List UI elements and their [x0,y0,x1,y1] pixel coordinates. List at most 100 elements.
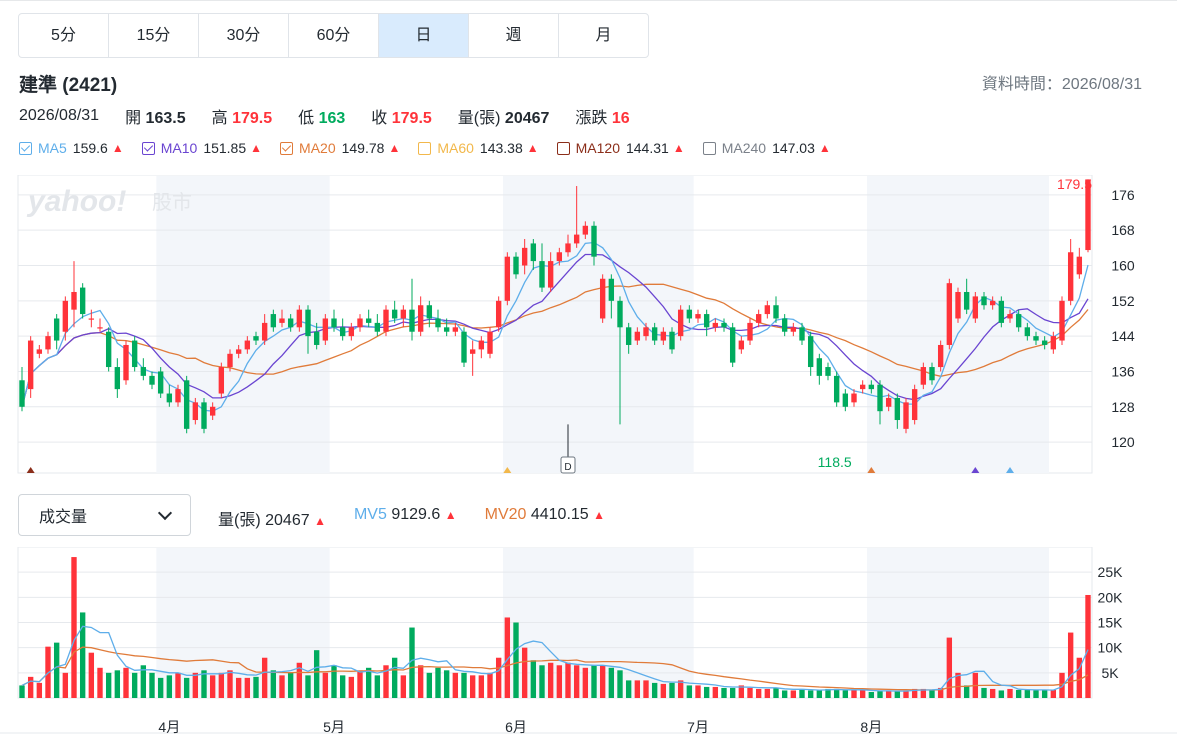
triangle-up-icon: ▲ [250,141,263,155]
volume-bar [244,677,251,698]
candle-body [365,318,372,323]
candle-body [833,375,840,403]
ma-value: 149.78 [341,140,385,156]
candle-body [669,331,675,350]
triangle-up-icon: ▲ [593,508,606,522]
ma-legend-item[interactable]: MA10 151.85 ▲ [141,140,263,156]
candle-body [357,318,363,328]
change-label: 漲跌 [575,110,608,127]
month-shade [867,176,1049,473]
tab-week[interactable]: 週 [469,14,559,57]
stock-title: 建準 (2421) [19,75,118,96]
checkbox-icon [19,141,32,155]
candle-body [1059,300,1065,341]
volume-bar [582,667,589,698]
candle-body [209,406,216,416]
ma-legend-item[interactable]: MA5 159.6 ▲ [19,140,124,156]
tab-30min[interactable]: 30分 [199,14,289,57]
volume-bar [963,685,970,698]
volume-bar [703,686,710,698]
volume-bar [937,687,944,698]
low-price-label: 118.5 [818,454,852,470]
volume-bar [1076,657,1083,698]
tab-day[interactable]: 日 [379,14,469,57]
volume-bar [348,676,355,698]
candle-body [36,349,43,354]
candle-body [617,300,623,328]
ma-legend-item[interactable]: MA60 143.38 ▲ [418,140,539,156]
triangle-up-icon: ▲ [818,141,831,155]
candle-body [955,291,961,319]
volume-bar [235,677,242,698]
ma-legend-item[interactable]: MA20 149.78 ▲ [280,140,400,156]
tab-month[interactable]: 月 [595,27,612,44]
volume-tick-label: 5K [1101,665,1119,681]
candle-body [911,389,918,421]
candle-body [842,393,849,407]
volume-bar [331,665,337,698]
volume-bar [825,688,831,698]
volume-bar [417,665,424,698]
volume-bar [79,612,86,698]
volume-bar [721,687,727,698]
indicator-select-label: 成交量 [39,509,88,526]
price-tick-label: 136 [1111,363,1135,379]
month-shade [503,176,694,473]
candle-body [677,309,684,337]
volume-bar [764,688,771,698]
volume-bar [504,617,511,698]
volume-bar [929,689,935,698]
ma-legend-item[interactable]: MA120 144.31 ▲ [556,140,685,156]
volume-bar [140,665,147,698]
volume-legend-item: MV5 9129.6 ▲ [354,506,457,530]
close-label: 收 [371,110,388,127]
candle-body [131,340,138,368]
price-tick-label: 128 [1111,399,1135,415]
month-axis-label: 7月 [687,719,709,735]
quote-summary: 2026/08/31 開 163.5 高 179.5 低 163 收 179.5… [19,104,656,128]
candle-body [261,322,268,341]
tab-5min[interactable]: 5分 [19,14,109,57]
volume-legend: 量(張) 20467 ▲ MV5 9129.6 ▲ MV20 4410.15 ▲ [218,506,633,530]
indicator-select[interactable]: 成交量 [18,494,191,536]
volume-bar [513,622,519,698]
candle-body [556,252,563,262]
volume-bar [305,675,311,698]
tab-15min[interactable]: 15分 [109,14,199,57]
candle-body [175,389,181,403]
volume-bar [547,662,554,698]
volume-bar [981,687,987,698]
candle-body [634,331,641,341]
volume-bar [773,687,779,698]
volume-bar [322,672,329,698]
volume-bar [261,657,268,698]
ma-legend-item[interactable]: MA240 147.03 ▲ [702,140,831,156]
candle-body [469,349,476,354]
volume-bar [669,682,675,698]
triangle-up-icon: ▲ [111,141,124,155]
volume-legend-value: 4410.15 [530,506,589,523]
period-tabs: 5分 15分 30分 60分 日 週 月 [18,13,649,58]
volume-bar [296,662,303,698]
volume-bar [790,690,797,698]
volume-bar [565,662,571,698]
price-tick-label: 120 [1111,434,1135,450]
candle-body [851,393,857,403]
volume-bar [530,660,537,698]
volume-bar [443,670,450,698]
month-axis-label: 4月 [158,719,180,735]
volume-bar [19,685,25,698]
volume-bar [842,690,849,698]
volume-bar [1015,689,1022,698]
volume-bar [539,665,545,698]
volume-bar [955,672,961,698]
volume-bar [114,670,121,698]
tab-60min[interactable]: 60分 [289,14,379,57]
candle-body [946,283,953,345]
ma-value: 159.6 [72,140,108,156]
checkbox-icon [141,141,155,155]
ma-legend: MA5 159.6 ▲ MA10 151.85 ▲ MA20 149.78 ▲ MA60 143.3… [19,140,849,156]
candle-body [97,327,103,329]
low-label: 低 [298,110,315,127]
candle-body [816,358,823,376]
